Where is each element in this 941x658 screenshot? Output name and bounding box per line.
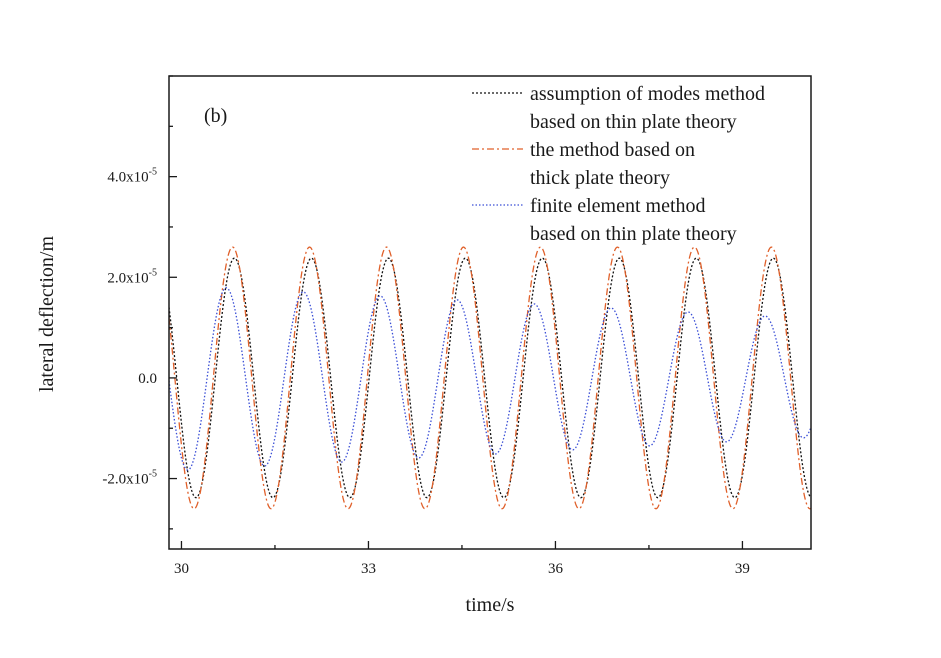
y-tick-label: -2.0x10-5 (102, 469, 157, 488)
y-tick-label: 2.0x10-5 (107, 267, 157, 286)
legend-label-2: the method based on (530, 139, 695, 161)
series-line-3 (169, 287, 811, 471)
y-tick-label: 4.0x10-5 (107, 167, 157, 186)
legend-label-3: finite element method (530, 195, 706, 217)
panel-label: (b) (204, 105, 227, 127)
plot-frame (168, 75, 812, 550)
legend-label-1: based on thin plate theory (530, 111, 737, 133)
legend: assumption of modes method based on thin … (472, 83, 765, 245)
x-tick-label: 30 (174, 561, 189, 577)
legend-label-3: based on thin plate theory (530, 223, 737, 245)
x-tick-label: 33 (361, 561, 376, 577)
y-axis-title: lateral deflection/m (36, 236, 58, 392)
series-line-1 (169, 257, 811, 499)
ticks-layer: 30 33 36 39 -2.0x10-5 0.0 2.0x10-5 4.0x10-5 (102, 75, 750, 577)
x-tick-label: 39 (735, 561, 750, 577)
y-tick-label: 0.0 (138, 371, 157, 387)
series-line-2 (169, 246, 811, 510)
legend-label-2: thick plate theory (530, 167, 670, 189)
legend-label-1: assumption of modes method (530, 83, 765, 105)
x-tick-label: 36 (548, 561, 564, 577)
series-layer (169, 246, 811, 510)
x-axis-title: time/s (466, 594, 515, 616)
